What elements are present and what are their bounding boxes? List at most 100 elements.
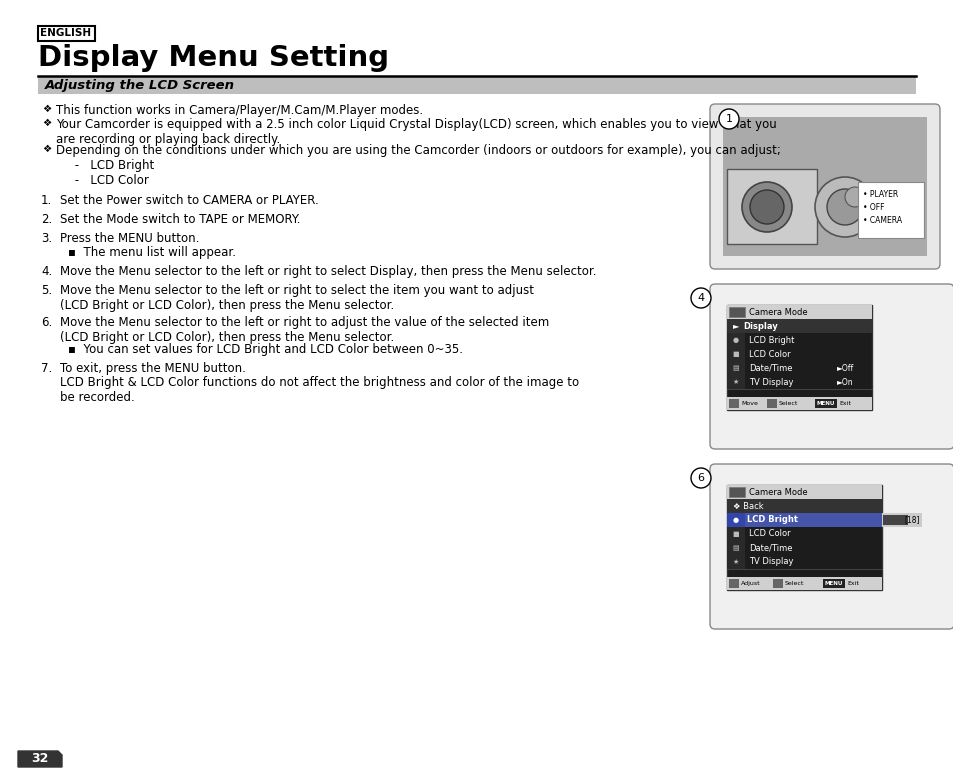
Bar [772,579,782,588]
Text: • CAMERA: • CAMERA [862,216,902,224]
Circle shape [690,468,710,488]
Bar [726,541,744,555]
Circle shape [749,190,783,224]
Text: Camera Mode: Camera Mode [748,488,807,496]
Bar [726,375,744,389]
Bar [726,333,744,347]
Bar [882,515,907,525]
Text: 3.: 3. [41,232,52,245]
Text: TV Display: TV Display [748,558,793,566]
FancyBboxPatch shape [857,182,923,238]
Bar [728,579,739,588]
Text: 4: 4 [697,293,704,303]
Bar [726,485,882,590]
Text: LCD Bright & LCD Color functions do not affect the brightness and color of the i: LCD Bright & LCD Color functions do not … [60,376,578,404]
Circle shape [719,109,739,129]
Circle shape [814,177,874,237]
Bar [822,579,844,588]
Text: 32: 32 [31,753,49,766]
Text: ■: ■ [732,531,739,537]
Text: This function works in Camera/Player/M.Cam/M.Player modes.: This function works in Camera/Player/M.C… [56,104,423,117]
Text: • OFF: • OFF [862,203,883,212]
Circle shape [844,187,864,207]
Text: ▪  You can set values for LCD Bright and LCD Color between 0~35.: ▪ You can set values for LCD Bright and … [68,343,462,356]
Text: Press the MENU button.: Press the MENU button. [60,232,199,245]
Text: Set the Mode switch to TAPE or MEMORY.: Set the Mode switch to TAPE or MEMORY. [60,213,300,226]
Text: LCD Bright: LCD Bright [748,336,794,344]
Text: To exit, press the MENU button.: To exit, press the MENU button. [60,362,246,375]
Text: Display: Display [742,322,777,330]
Bar [766,399,776,408]
Text: ■: ■ [732,351,739,357]
Text: ❖: ❖ [42,104,51,114]
Text: Adjust: Adjust [740,581,760,586]
Text: Depending on the conditions under which you are using the Camcorder (indoors or : Depending on the conditions under which … [56,143,781,186]
Text: Move the Menu selector to the left or right to select Display, then press the Me: Move the Menu selector to the left or ri… [60,265,596,278]
Bar [726,347,744,361]
Text: ▤: ▤ [732,365,739,371]
Text: ▪  The menu list will appear.: ▪ The menu list will appear. [68,246,235,259]
Bar [722,117,926,256]
Text: ►Off: ►Off [836,364,853,372]
Bar [726,169,816,244]
Text: 5.: 5. [41,284,52,297]
Circle shape [826,189,862,225]
Bar [726,361,744,375]
FancyBboxPatch shape [709,464,953,629]
Bar [814,399,836,408]
Text: ●: ● [732,517,739,523]
Text: LCD Color: LCD Color [748,530,790,538]
Bar [726,577,882,590]
Polygon shape [18,751,62,767]
Bar [728,399,739,408]
Bar [726,305,871,410]
Text: Your Camcorder is equipped with a 2.5 inch color Liquid Crystal Display(LCD) scr: Your Camcorder is equipped with a 2.5 in… [56,118,776,146]
Text: Move: Move [740,401,757,406]
Bar [726,305,871,319]
FancyBboxPatch shape [38,26,95,41]
Text: ❖: ❖ [42,118,51,128]
Text: ●: ● [732,337,739,343]
Bar [726,397,871,410]
Text: ❖: ❖ [42,143,51,153]
Text: LCD Color: LCD Color [748,350,790,358]
Text: MENU: MENU [816,401,834,406]
Bar [726,499,882,513]
Text: • PLAYER: • PLAYER [862,189,898,199]
Text: Move the Menu selector to the left or right to adjust the value of the selected : Move the Menu selector to the left or ri… [60,316,549,344]
Text: Move the Menu selector to the left or right to select the item you want to adjus: Move the Menu selector to the left or ri… [60,284,534,312]
Text: Camera Mode: Camera Mode [748,308,807,316]
Text: ENGLISH: ENGLISH [40,28,91,38]
Text: Date/Time: Date/Time [748,544,792,552]
FancyBboxPatch shape [709,104,939,269]
Text: Select: Select [779,401,798,406]
Text: Adjusting the LCD Screen: Adjusting the LCD Screen [45,79,234,91]
Circle shape [741,182,791,232]
Text: 1.: 1. [41,194,52,207]
Text: ★: ★ [732,379,739,385]
Bar [726,555,744,569]
Bar [728,307,744,317]
Text: 6.: 6. [41,316,52,329]
Bar [728,487,744,497]
Text: Set the Power switch to CAMERA or PLAYER.: Set the Power switch to CAMERA or PLAYER… [60,194,318,207]
Text: TV Display: TV Display [748,378,793,386]
Text: MENU: MENU [824,581,842,586]
Text: Exit: Exit [846,581,858,586]
Text: ▤: ▤ [732,545,739,551]
Text: ►On: ►On [836,378,853,386]
Text: 1: 1 [724,114,732,124]
Bar [726,527,744,541]
Text: Date/Time: Date/Time [748,364,792,372]
Bar [38,76,915,94]
Text: 4.: 4. [41,265,52,278]
FancyBboxPatch shape [709,284,953,449]
Text: Exit: Exit [838,401,850,406]
Text: 2.: 2. [41,213,52,226]
Bar [726,319,871,333]
Bar [726,513,744,527]
Text: ❖ Back: ❖ Back [732,502,762,510]
Text: 6: 6 [697,473,703,483]
Bar [726,513,882,527]
Text: ★: ★ [732,559,739,565]
